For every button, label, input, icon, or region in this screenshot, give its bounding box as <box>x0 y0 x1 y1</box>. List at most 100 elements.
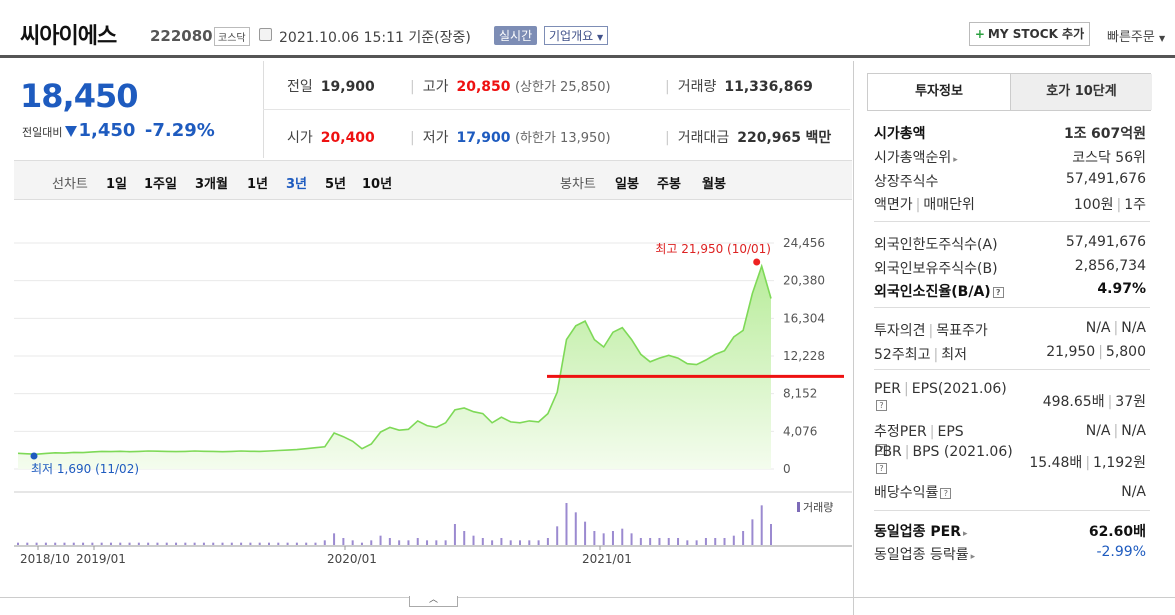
volume-bar <box>528 540 531 545</box>
x-tick-label: 2020/01 <box>327 552 377 566</box>
mcap-rest: 607억원 <box>1091 126 1146 142</box>
help-icon[interactable]: ? <box>876 463 887 474</box>
down-triangle-icon <box>65 126 78 137</box>
opinion-value: N/A <box>1085 320 1111 336</box>
industry-change-label: 동일업종 등락률 <box>874 547 969 563</box>
volume-bar <box>184 542 187 545</box>
volume-bar <box>621 528 624 545</box>
div-value: N/A <box>1121 484 1146 500</box>
tab-1y[interactable]: 1년 <box>247 177 269 192</box>
volume-bar <box>667 538 670 545</box>
divider <box>874 307 1150 308</box>
volume-bar <box>137 542 140 545</box>
quick-order-dropdown[interactable]: 빠른주문 ▼ <box>1107 26 1165 45</box>
industry-per-link[interactable]: 동일업종 PER ▸ <box>874 521 968 541</box>
tab-daily-candle[interactable]: 일봉 <box>615 177 639 192</box>
unit-value: 1주 <box>1124 197 1146 213</box>
foreign-limit-value: 57,491,676 <box>1065 234 1146 250</box>
mcap-label: 시가총액 <box>874 126 926 142</box>
volume-bar <box>44 542 47 545</box>
price-change: 전일대비 1,450 -7.29% <box>22 120 215 141</box>
mcap-rank-value: 코스닥 56위 <box>1072 150 1146 166</box>
tab-monthly-candle[interactable]: 월봉 <box>702 177 726 192</box>
divider <box>874 369 1150 370</box>
volume-bar <box>630 533 633 545</box>
w52-low-label: 최저 <box>941 347 967 363</box>
opinion-label: 투자의견 <box>874 323 926 339</box>
industry-per-label: 동일업종 PER <box>874 524 961 540</box>
y-tick-label: 20,380 <box>783 274 825 288</box>
volume-bar <box>351 540 354 545</box>
x-tick-label: 2021/01 <box>582 552 632 566</box>
amount-label: 거래대금 <box>677 130 730 146</box>
chevron-right-icon: ▸ <box>963 529 968 539</box>
volume-legend-swatch <box>797 502 800 512</box>
volume-bar <box>491 540 494 545</box>
volume-bar <box>314 542 317 545</box>
y-tick-label: 0 <box>783 462 791 476</box>
mcap-jo: 1조 <box>1063 126 1087 142</box>
change-label: 전일대비 <box>22 126 63 139</box>
mystock-add-button[interactable]: + MY STOCK 추가 <box>969 22 1090 46</box>
w52-high-value: 21,950 <box>1046 344 1096 360</box>
mcap-rank-label: 시가총액순위 <box>874 150 952 166</box>
tab-weekly-candle[interactable]: 주봉 <box>657 177 681 192</box>
target-value: N/A <box>1121 320 1146 336</box>
tab-1d[interactable]: 1일 <box>106 177 128 192</box>
eps-label: EPS(2021.06) <box>911 381 1007 397</box>
mcap-rank-link[interactable]: 시가총액순위 ▸ <box>874 147 958 167</box>
volume-bar <box>649 538 652 545</box>
volume-bar <box>333 533 336 545</box>
pbr-label: PBR <box>874 444 902 460</box>
volume-bar <box>407 540 410 545</box>
volume-bar <box>26 542 29 545</box>
tab-invest-info[interactable]: 투자정보 <box>868 74 1010 110</box>
y-tick-label: 12,228 <box>783 349 825 363</box>
price-chart[interactable]: 24,456 20,380 16,304 12,228 8,152 4,076 0 최고 2… <box>14 200 852 592</box>
volume-bar <box>574 512 577 545</box>
w52-low-value: 5,800 <box>1105 344 1146 360</box>
collapse-button[interactable]: ︿ <box>409 596 458 607</box>
tab-3m[interactable]: 3개월 <box>195 177 228 192</box>
help-icon[interactable]: ? <box>992 287 1004 298</box>
volume-bar <box>751 519 754 545</box>
volume-bar <box>221 542 224 545</box>
help-icon[interactable]: ? <box>876 400 887 411</box>
help-icon[interactable]: ? <box>876 444 887 455</box>
change-percent: -7.29% <box>144 120 215 141</box>
industry-change-link[interactable]: 동일업종 등락률 ▸ <box>874 544 975 564</box>
foreign-ratio-value: 4.97% <box>1097 281 1146 297</box>
realtime-button[interactable]: 실시간 <box>494 26 538 45</box>
volume-bar <box>54 542 57 545</box>
high-label: 고가 <box>422 79 449 95</box>
volume-bar <box>537 540 540 545</box>
volume-bar <box>388 538 391 545</box>
volume-bar <box>658 538 661 545</box>
volume-bar <box>370 540 373 545</box>
prev-value: 19,900 <box>320 79 375 95</box>
volume-bar <box>472 535 475 545</box>
foreign-limit-label: 외국인한도주식수(A) <box>874 237 998 253</box>
est-per-value: N/A <box>1085 423 1111 439</box>
min-point <box>30 452 38 460</box>
est-eps-value: N/A <box>1121 423 1146 439</box>
per-value: 498.65배 <box>1042 394 1105 410</box>
tab-5y[interactable]: 5년 <box>325 177 347 192</box>
tab-order-book[interactable]: 호가 10단계 <box>1010 74 1152 110</box>
volume-bar <box>444 540 447 545</box>
help-icon[interactable]: ? <box>940 488 952 499</box>
quote-datetime: 2021.10.06 15:11 기준(장중) <box>279 27 471 47</box>
volume-bar <box>35 542 38 545</box>
mcap-value: 1조 607억원 <box>1064 123 1146 143</box>
volume-bar <box>435 540 438 545</box>
corp-info-dropdown[interactable]: 기업개요 ▼ <box>544 26 609 45</box>
tab-3y[interactable]: 3년 <box>286 177 308 192</box>
tab-10y[interactable]: 10년 <box>362 177 393 192</box>
y-tick-label: 4,076 <box>783 424 817 438</box>
tab-1w[interactable]: 1주일 <box>144 177 177 192</box>
volume-bar <box>453 524 456 545</box>
open-value: 20,400 <box>320 130 375 146</box>
chart-period-tabs: 선차트 1일 1주일 3개월 1년 3년 5년 10년 봉차트 일봉 주봉 월봉 <box>14 160 852 200</box>
mystock-label: MY STOCK 추가 <box>987 27 1085 41</box>
change-value: 1,450 <box>78 120 136 141</box>
